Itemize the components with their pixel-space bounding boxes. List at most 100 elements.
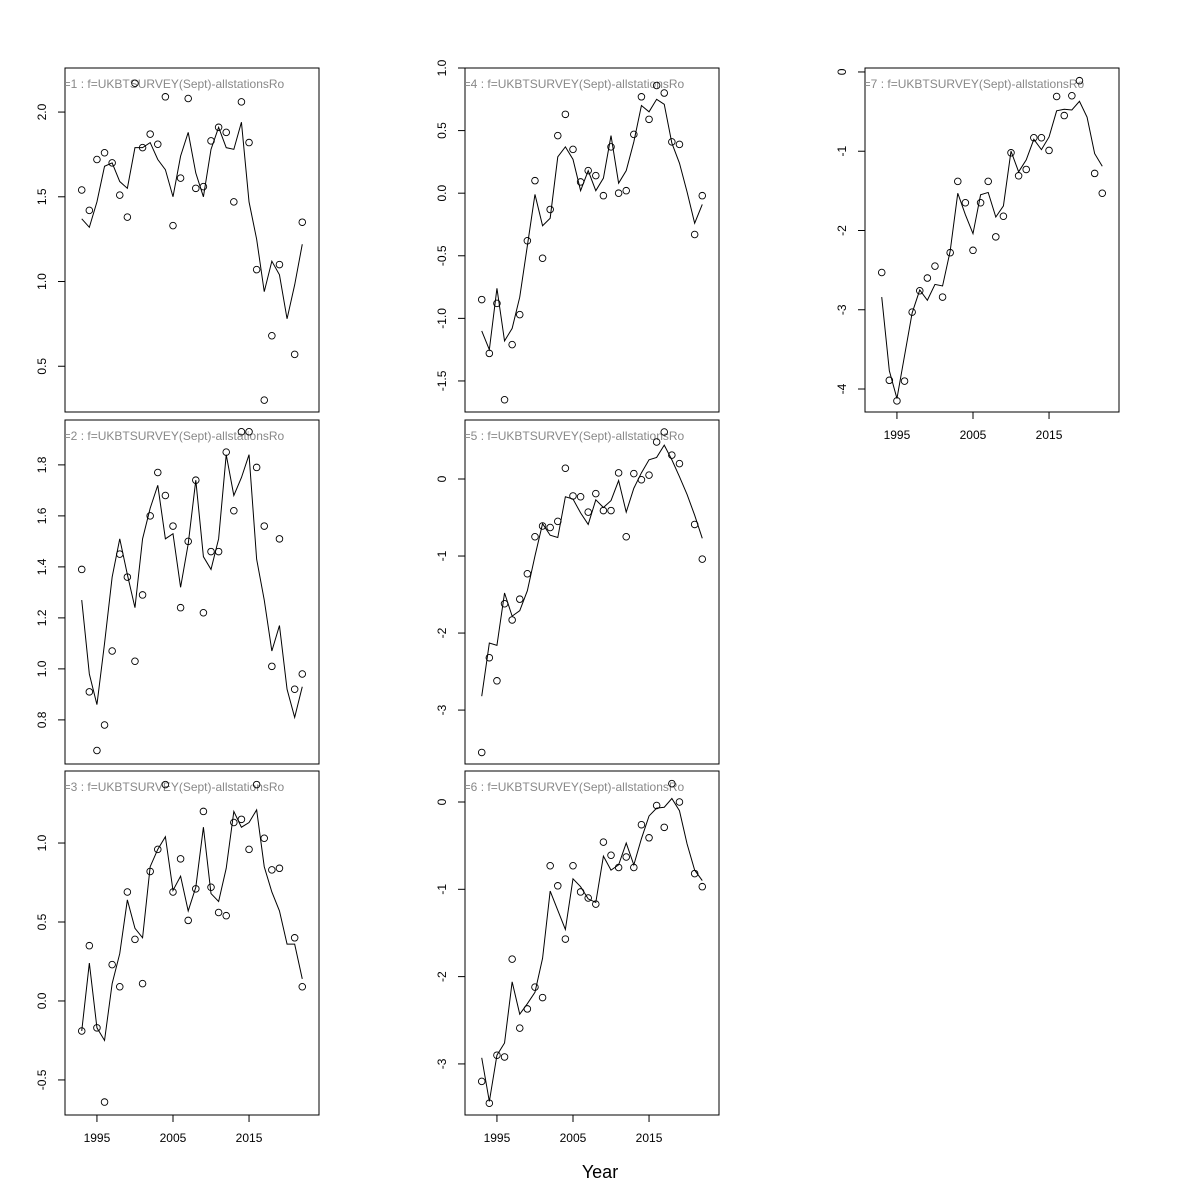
data-point (260, 396, 268, 404)
y-tick-label: 0.8 (35, 711, 49, 728)
x-tick-label: 1995 (84, 1131, 111, 1145)
x-tick-label: 2005 (560, 1131, 587, 1145)
data-point (652, 81, 661, 90)
data-point (622, 533, 630, 541)
data-point (599, 506, 608, 515)
data-point (1037, 134, 1046, 142)
data-point (992, 233, 1000, 241)
data-point (100, 1098, 109, 1106)
data-point (138, 591, 147, 599)
data-point (599, 191, 608, 200)
data-point (477, 748, 486, 757)
data-point (900, 377, 909, 385)
data-point (607, 506, 615, 515)
data-point (660, 823, 668, 832)
data-point (561, 110, 570, 119)
data-point (538, 993, 547, 1002)
data-point (885, 376, 894, 385)
data-point (500, 1053, 509, 1061)
data-point (675, 140, 684, 149)
data-point (652, 438, 661, 446)
y-tick-label: 1.0 (35, 834, 49, 851)
data-point (214, 908, 223, 917)
panel: -3 -2 -1 0 1995 2005 2015 a=6 : f=UKBTSURVEY(Se… (435, 770, 720, 1145)
x-tick-label: 2005 (160, 1131, 187, 1145)
data-point (108, 647, 116, 655)
data-point (493, 299, 501, 308)
panel-title: a=6 : f=UKBTSURVEY(Sept)-allstationsRo (457, 780, 685, 794)
data-point (1090, 169, 1099, 178)
data-point (252, 463, 261, 472)
data-point (298, 218, 307, 226)
data-point (192, 184, 200, 193)
data-point (508, 955, 516, 963)
data-point (508, 340, 516, 349)
data-point (584, 166, 592, 175)
panel: -3 -2 -1 0 a=5 : f=UKBTSURVEY(Sept)-allstati… (435, 419, 720, 765)
data-point (698, 191, 707, 200)
x-axis-label: Year (582, 1162, 618, 1182)
data-point (260, 834, 268, 843)
data-point (93, 746, 101, 755)
y-tick-label: -1 (835, 146, 849, 157)
y-tick-label: -3 (435, 1058, 449, 1069)
data-point (131, 79, 139, 88)
data-point (561, 935, 570, 943)
data-point (268, 662, 276, 671)
data-point (954, 177, 962, 186)
y-tick-label: 0 (435, 475, 449, 482)
y-tick-label: 1.0 (35, 273, 49, 290)
data-point (690, 230, 699, 239)
data-point (131, 935, 139, 944)
fitted-line (481, 797, 703, 1102)
data-point (237, 427, 246, 436)
data-point (584, 894, 592, 902)
data-point (969, 246, 977, 255)
data-point (245, 845, 253, 854)
y-tick-label: 1.0 (435, 59, 449, 76)
y-tick-label: -2 (435, 971, 449, 982)
plot-frame (464, 419, 720, 765)
data-point (161, 93, 170, 101)
x-tick-label: 2015 (236, 1131, 263, 1145)
data-point (161, 491, 170, 500)
data-point (1052, 92, 1061, 101)
y-tick-label: 1.0 (35, 660, 49, 677)
data-point (493, 677, 501, 685)
data-point (245, 138, 253, 147)
x-tick-label: 2005 (960, 428, 987, 442)
data-point (154, 468, 162, 477)
data-point (199, 609, 208, 617)
data-point (554, 131, 562, 140)
data-point (116, 983, 124, 991)
data-point (592, 171, 600, 180)
data-point (1030, 134, 1038, 142)
data-point (576, 492, 585, 501)
x-tick-label: 1995 (484, 1131, 511, 1145)
data-point (214, 123, 223, 132)
y-tick-label: 0.5 (435, 122, 449, 139)
data-point (252, 780, 261, 789)
fitted-line (81, 808, 303, 1042)
data-point (668, 451, 676, 459)
panel-title: a=4 : f=UKBTSURVEY(Sept)-allstationsRo (457, 77, 685, 91)
y-tick-label: 0.5 (35, 913, 49, 930)
data-point (298, 983, 307, 991)
panel: 0.8 1.0 1.2 1.4 1.6 1.8 a=2 : f=UKBTSURVEY(Sep… (35, 419, 320, 765)
data-point (961, 198, 970, 207)
data-point (554, 882, 562, 890)
fitted-line (481, 444, 703, 697)
data-point (290, 934, 299, 942)
data-point (1014, 172, 1023, 180)
x-tick-label: 2015 (1036, 428, 1063, 442)
data-point (154, 845, 162, 854)
y-tick-label: 1.8 (35, 456, 49, 473)
data-point (108, 159, 116, 167)
data-point (516, 1024, 524, 1032)
data-point (508, 616, 516, 624)
data-point (1060, 111, 1068, 120)
data-point (500, 395, 509, 404)
y-tick-label: -1 (435, 550, 449, 561)
data-point (569, 145, 577, 154)
y-tick-label: -2 (835, 225, 849, 236)
